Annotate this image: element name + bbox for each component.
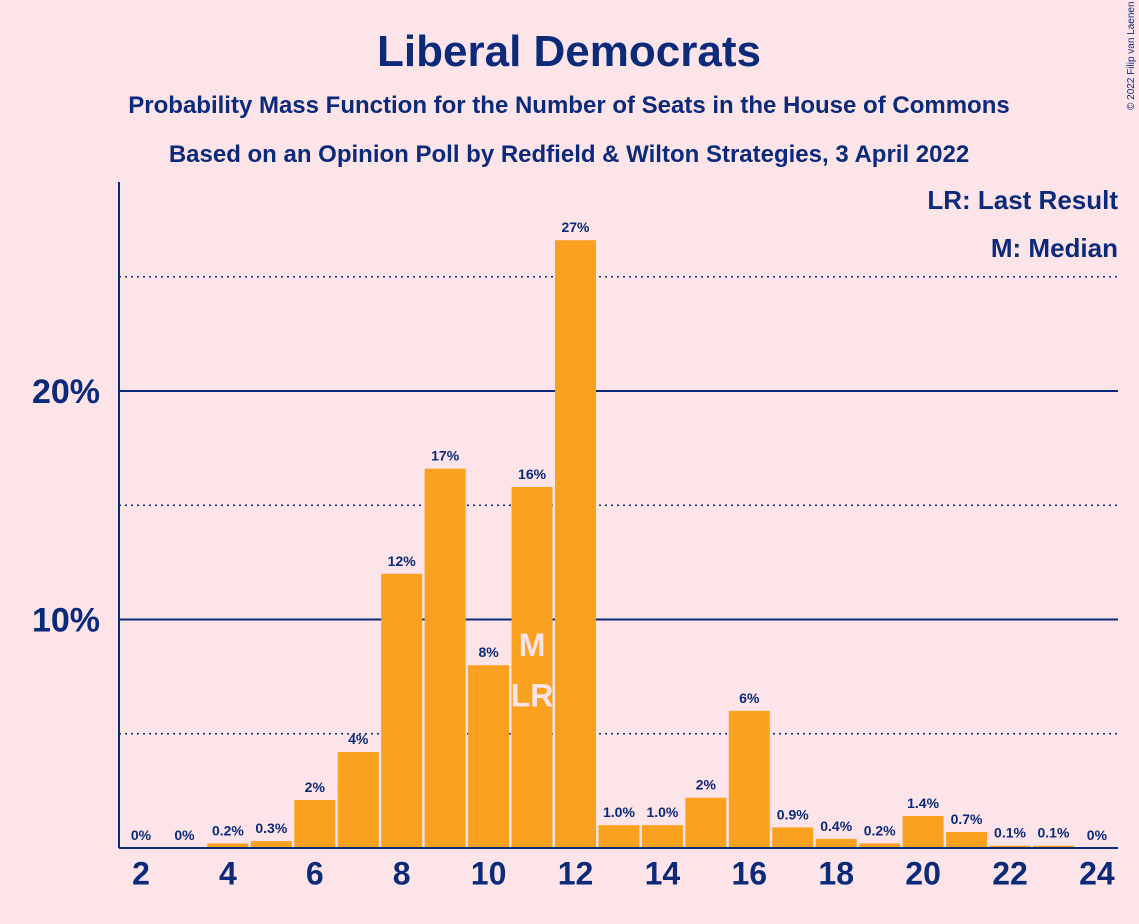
x-tick-2: 2 bbox=[132, 855, 150, 891]
bar-label-seat-20: 1.4% bbox=[907, 795, 939, 811]
bar-seat-4 bbox=[207, 843, 249, 848]
bar-label-seat-7: 4% bbox=[348, 731, 369, 747]
y-tick-labels: 10% 20% bbox=[32, 373, 100, 640]
gridlines bbox=[119, 276, 1118, 735]
bar-label-seat-4: 0.2% bbox=[212, 822, 244, 838]
bar-seat-9 bbox=[424, 468, 466, 848]
bar-seat-11 bbox=[511, 486, 553, 848]
last-result-marker: LR bbox=[511, 677, 554, 713]
bar-label-seat-16: 6% bbox=[739, 690, 760, 706]
chart-title: Liberal Democrats bbox=[377, 27, 761, 76]
bar-seat-12 bbox=[555, 240, 596, 848]
bar-labels: 0% 0% 0.2% 0.3% 2% 4% 12% 17% 8% 16% 27% 1.0% 1.0% 2%… bbox=[131, 219, 1108, 843]
x-tick-10: 10 bbox=[471, 855, 507, 891]
x-tick-12: 12 bbox=[558, 855, 594, 891]
y-tick-10: 10% bbox=[32, 602, 100, 640]
bar-seat-5 bbox=[250, 841, 292, 848]
x-tick-20: 20 bbox=[905, 855, 941, 891]
bar-label-seat-17: 0.9% bbox=[777, 806, 809, 822]
bar-seat-14 bbox=[641, 825, 683, 848]
bar-seat-7 bbox=[337, 752, 379, 848]
bar-label-seat-18: 0.4% bbox=[820, 818, 852, 834]
x-tick-14: 14 bbox=[645, 855, 681, 891]
bar-label-seat-6: 2% bbox=[305, 779, 326, 795]
bar-seat-8 bbox=[381, 573, 423, 848]
bar-label-seat-3: 0% bbox=[174, 827, 195, 843]
bar-label-seat-24: 0% bbox=[1087, 827, 1108, 843]
x-tick-16: 16 bbox=[732, 855, 768, 891]
bar-label-seat-8: 12% bbox=[388, 553, 417, 569]
x-tick-22: 22 bbox=[992, 855, 1028, 891]
legend-median: M: Median bbox=[991, 233, 1118, 263]
copyright-note: © 2022 Filip van Laenen bbox=[1126, 1, 1137, 110]
bars bbox=[207, 240, 1074, 848]
x-tick-24: 24 bbox=[1079, 855, 1115, 891]
bar-label-seat-9: 17% bbox=[431, 448, 460, 464]
bar-seat-13 bbox=[598, 825, 640, 848]
legend-last-result: LR: Last Result bbox=[927, 185, 1118, 215]
bar-seat-17 bbox=[772, 827, 814, 848]
bar-seat-6 bbox=[294, 800, 336, 848]
chart-subtitle: Probability Mass Function for the Number… bbox=[128, 92, 1009, 119]
bar-seat-18 bbox=[815, 838, 857, 848]
y-tick-20: 20% bbox=[32, 373, 100, 411]
bar-seat-22 bbox=[989, 845, 1031, 848]
bar-label-seat-23: 0.1% bbox=[1037, 825, 1069, 841]
x-tick-labels: 2 4 6 8 10 12 14 16 18 20 22 24 bbox=[132, 855, 1115, 891]
bar-seat-15 bbox=[685, 797, 727, 848]
x-tick-6: 6 bbox=[306, 855, 324, 891]
bar-label-seat-5: 0.3% bbox=[255, 820, 287, 836]
bar-seat-20 bbox=[902, 816, 944, 848]
bar-label-seat-19: 0.2% bbox=[864, 822, 896, 838]
bar-seat-10 bbox=[468, 665, 510, 848]
median-marker: M bbox=[519, 627, 546, 663]
bar-label-seat-22: 0.1% bbox=[994, 825, 1026, 841]
bar-label-seat-10: 8% bbox=[478, 644, 499, 660]
bar-label-seat-13: 1.0% bbox=[603, 804, 635, 820]
bar-seat-19 bbox=[859, 843, 901, 848]
bar-markers: M LR bbox=[511, 627, 554, 713]
bar-seat-23 bbox=[1032, 845, 1074, 848]
bar-label-seat-12: 27% bbox=[561, 219, 590, 235]
x-tick-4: 4 bbox=[219, 855, 237, 891]
bar-seat-16 bbox=[728, 710, 770, 848]
x-tick-18: 18 bbox=[818, 855, 854, 891]
bar-seat-21 bbox=[946, 832, 988, 848]
bar-label-seat-14: 1.0% bbox=[646, 804, 678, 820]
bar-label-seat-15: 2% bbox=[696, 777, 717, 793]
chart-subtitle-2: Based on an Opinion Poll by Redfield & W… bbox=[169, 141, 969, 168]
bar-label-seat-2: 0% bbox=[131, 827, 152, 843]
x-tick-8: 8 bbox=[393, 855, 411, 891]
bar-label-seat-21: 0.7% bbox=[951, 811, 983, 827]
axes bbox=[118, 182, 1118, 849]
bar-label-seat-11: 16% bbox=[518, 466, 547, 482]
